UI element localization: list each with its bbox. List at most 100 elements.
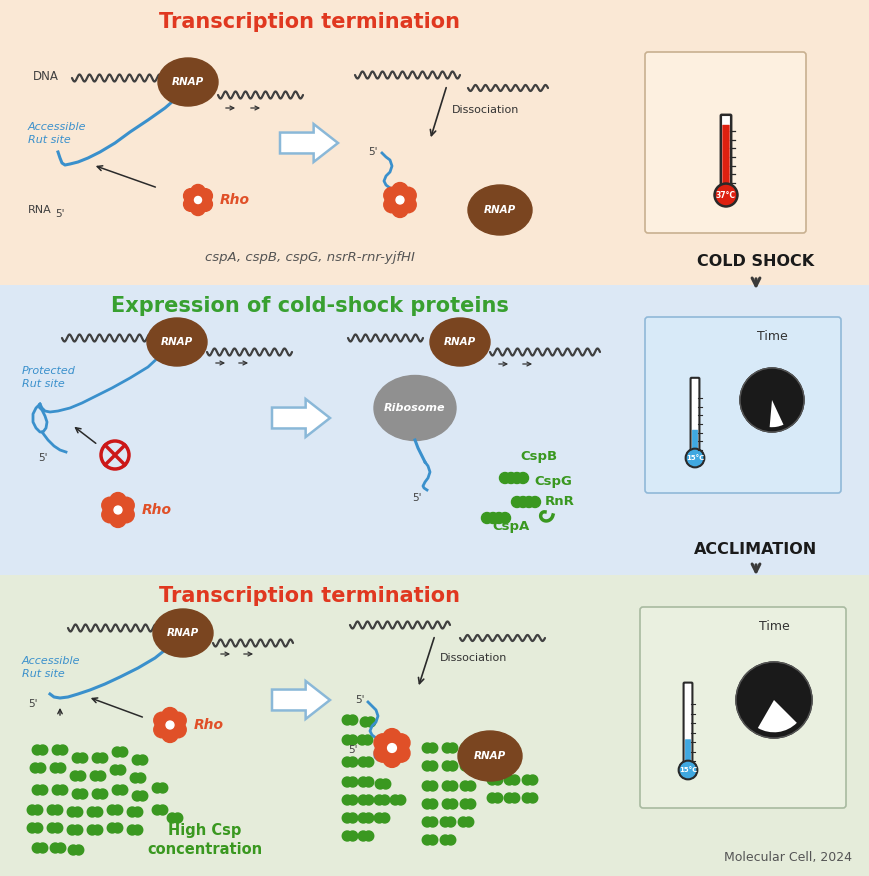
Circle shape: [521, 793, 532, 803]
Text: CspB: CspB: [520, 450, 556, 463]
Circle shape: [114, 506, 122, 514]
Circle shape: [112, 785, 123, 795]
Text: 15°C: 15°C: [685, 455, 703, 461]
Circle shape: [130, 773, 140, 783]
Circle shape: [499, 472, 510, 484]
Circle shape: [358, 777, 368, 787]
Circle shape: [157, 783, 168, 793]
Circle shape: [383, 196, 400, 213]
Text: COLD SHOCK: COLD SHOCK: [697, 255, 813, 270]
Circle shape: [152, 805, 162, 815]
Circle shape: [463, 817, 474, 827]
Circle shape: [77, 753, 88, 763]
Circle shape: [33, 805, 43, 815]
Circle shape: [37, 745, 48, 755]
Circle shape: [460, 743, 470, 753]
Text: 5': 5': [368, 147, 377, 157]
Circle shape: [445, 835, 455, 845]
Circle shape: [127, 807, 137, 817]
FancyBboxPatch shape: [683, 682, 692, 771]
Circle shape: [460, 799, 470, 809]
Text: RnR: RnR: [544, 495, 574, 508]
Circle shape: [458, 817, 468, 827]
Circle shape: [30, 763, 40, 773]
Circle shape: [448, 781, 457, 791]
Circle shape: [740, 368, 803, 432]
Circle shape: [348, 777, 357, 787]
Circle shape: [32, 843, 43, 853]
Text: Transcription termination: Transcription termination: [159, 12, 460, 32]
Circle shape: [428, 761, 437, 771]
Circle shape: [47, 805, 57, 815]
Text: 15°C: 15°C: [678, 767, 696, 773]
Circle shape: [392, 745, 409, 762]
Circle shape: [118, 506, 134, 523]
Circle shape: [400, 187, 415, 203]
Circle shape: [52, 785, 63, 795]
Circle shape: [133, 825, 143, 835]
Circle shape: [116, 765, 126, 775]
Circle shape: [133, 807, 143, 817]
Circle shape: [511, 497, 522, 507]
Circle shape: [152, 783, 162, 793]
Circle shape: [363, 777, 374, 787]
Circle shape: [33, 823, 43, 833]
Text: Rho: Rho: [142, 503, 172, 517]
Text: cspA, cspB, cspG, nsrR-rnr-yjfHI: cspA, cspB, cspG, nsrR-rnr-yjfHI: [205, 251, 415, 265]
Bar: [0, 575, 869, 876]
Circle shape: [109, 512, 126, 527]
Text: 5': 5': [55, 209, 64, 219]
Text: RNA: RNA: [28, 205, 51, 215]
Ellipse shape: [468, 185, 531, 235]
Circle shape: [77, 789, 88, 799]
Text: 5': 5': [348, 745, 357, 755]
Text: 5': 5': [412, 493, 421, 503]
Polygon shape: [272, 399, 329, 437]
Circle shape: [374, 745, 392, 762]
Circle shape: [57, 745, 68, 755]
Circle shape: [74, 845, 83, 855]
Circle shape: [357, 735, 367, 745]
Text: Time: Time: [758, 619, 788, 632]
Circle shape: [117, 747, 128, 757]
FancyBboxPatch shape: [644, 52, 805, 233]
Circle shape: [465, 781, 475, 791]
Circle shape: [90, 771, 100, 781]
Circle shape: [198, 197, 212, 211]
Text: CspA: CspA: [492, 520, 528, 533]
Circle shape: [67, 807, 77, 817]
Text: High Csp
concentration: High Csp concentration: [147, 823, 262, 858]
Text: DNA: DNA: [33, 70, 59, 83]
Circle shape: [173, 813, 182, 823]
Text: Accessible: Accessible: [22, 656, 81, 666]
Circle shape: [383, 187, 400, 203]
Circle shape: [527, 793, 537, 803]
Text: Rut site: Rut site: [22, 379, 64, 389]
Circle shape: [440, 817, 450, 827]
Circle shape: [93, 825, 103, 835]
Ellipse shape: [153, 609, 213, 657]
Circle shape: [342, 757, 352, 767]
Circle shape: [363, 757, 374, 767]
Circle shape: [87, 825, 97, 835]
Circle shape: [428, 743, 437, 753]
Circle shape: [27, 805, 37, 815]
Circle shape: [154, 722, 169, 738]
Circle shape: [198, 188, 212, 203]
Circle shape: [517, 472, 527, 484]
Circle shape: [440, 835, 450, 845]
Circle shape: [118, 498, 134, 513]
Circle shape: [112, 747, 123, 757]
Polygon shape: [272, 681, 329, 719]
Circle shape: [448, 761, 457, 771]
Circle shape: [448, 799, 457, 809]
FancyBboxPatch shape: [721, 124, 729, 195]
Circle shape: [37, 785, 48, 795]
Circle shape: [166, 721, 174, 729]
Text: 5': 5': [355, 695, 364, 705]
Circle shape: [37, 843, 48, 853]
Circle shape: [32, 745, 43, 755]
Circle shape: [685, 449, 704, 468]
Circle shape: [400, 196, 415, 213]
Circle shape: [421, 799, 432, 809]
